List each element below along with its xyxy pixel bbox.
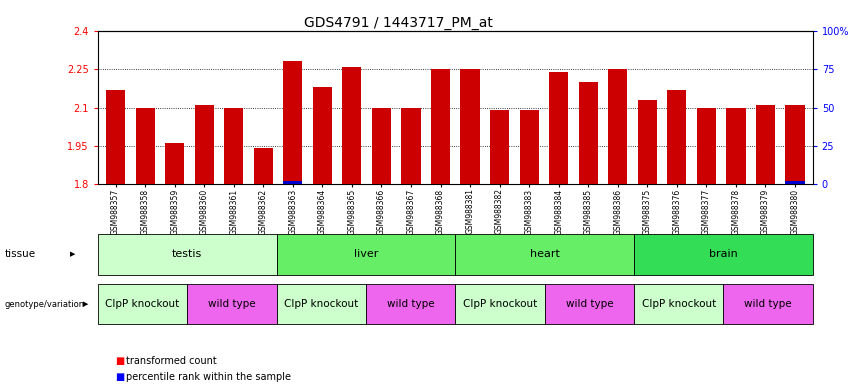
- Bar: [549, 72, 568, 184]
- Text: tissue: tissue: [4, 249, 36, 260]
- Text: ■: ■: [115, 372, 124, 382]
- Bar: [637, 100, 657, 184]
- Bar: [372, 108, 391, 184]
- Text: transformed count: transformed count: [126, 356, 217, 366]
- Text: percentile rank within the sample: percentile rank within the sample: [126, 372, 291, 382]
- Bar: [785, 181, 804, 184]
- Text: ClpP knockout: ClpP knockout: [463, 299, 537, 310]
- Bar: [106, 89, 125, 184]
- Bar: [460, 69, 480, 184]
- Text: ClpP knockout: ClpP knockout: [106, 299, 180, 310]
- Text: wild type: wild type: [745, 299, 791, 310]
- Bar: [135, 108, 155, 184]
- Text: wild type: wild type: [566, 299, 613, 310]
- Bar: [283, 61, 302, 184]
- Text: ■: ■: [115, 356, 124, 366]
- Bar: [579, 82, 597, 184]
- Text: wild type: wild type: [387, 299, 434, 310]
- Text: testis: testis: [172, 249, 203, 260]
- Bar: [313, 87, 332, 184]
- Bar: [224, 108, 243, 184]
- Bar: [431, 69, 450, 184]
- Title: GDS4791 / 1443717_PM_at: GDS4791 / 1443717_PM_at: [304, 16, 493, 30]
- Text: brain: brain: [709, 249, 738, 260]
- Bar: [667, 89, 687, 184]
- Bar: [402, 108, 420, 184]
- Bar: [726, 108, 745, 184]
- Text: heart: heart: [529, 249, 560, 260]
- Bar: [697, 108, 716, 184]
- Bar: [165, 143, 185, 184]
- Bar: [785, 105, 804, 184]
- Text: ▶: ▶: [70, 252, 75, 257]
- Bar: [519, 110, 539, 184]
- Bar: [608, 69, 627, 184]
- Bar: [490, 110, 509, 184]
- Bar: [195, 105, 214, 184]
- Text: liver: liver: [354, 249, 378, 260]
- Bar: [254, 149, 273, 184]
- Bar: [342, 66, 362, 184]
- Bar: [283, 181, 302, 184]
- Text: wild type: wild type: [208, 299, 255, 310]
- Bar: [756, 105, 775, 184]
- Text: ▶: ▶: [83, 301, 89, 307]
- Text: genotype/variation: genotype/variation: [4, 300, 84, 309]
- Text: ClpP knockout: ClpP knockout: [284, 299, 358, 310]
- Text: ClpP knockout: ClpP knockout: [642, 299, 716, 310]
